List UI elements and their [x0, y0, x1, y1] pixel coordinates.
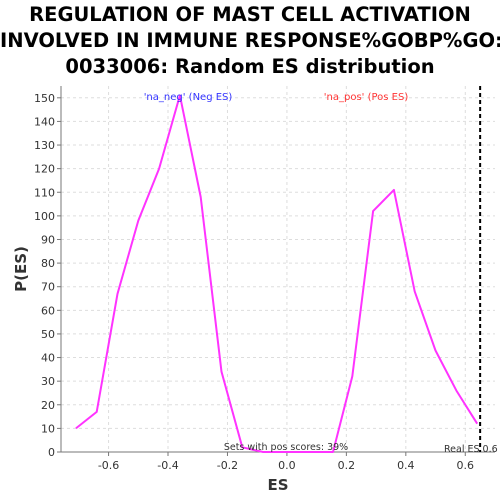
x-axis-label: ES [267, 476, 288, 494]
y-tick-label: 10 [41, 422, 55, 435]
x-tick-label: 0.4 [397, 459, 415, 472]
y-tick-label: 110 [34, 186, 55, 199]
chart-title-line-2: INVOLVED IN IMMUNE RESPONSE%GOBP%GO: [0, 29, 500, 52]
y-tick-label: 90 [41, 233, 55, 246]
chart-title-line-1: REGULATION OF MAST CELL ACTIVATION [29, 3, 471, 26]
y-tick-label: 140 [34, 115, 55, 128]
y-tick-label: 130 [34, 139, 55, 152]
series-lines [75, 94, 479, 453]
y-tick-label: 150 [34, 92, 55, 105]
x-axis-ticks: -0.6 -0.4 -0.2 0.0 0.2 0.4 0.6 [98, 452, 474, 472]
x-tick-label: -0.2 [217, 459, 238, 472]
x-tick-label: -0.4 [157, 459, 178, 472]
y-tick-label: 60 [41, 304, 55, 317]
x-tick-label: 0.2 [338, 459, 356, 472]
legend-neg-es: 'na_neg' (Neg ES) [144, 92, 233, 103]
pos-scores-annotation: Sets with pos scores: 39% [224, 442, 348, 453]
chart-title-line-3: 0033006: Random ES distribution [65, 55, 435, 78]
y-tick-label: 50 [41, 328, 55, 341]
chart-title: REGULATION OF MAST CELL ACTIVATION INVOL… [0, 2, 500, 80]
y-tick-label: 100 [34, 210, 55, 223]
plot-area [61, 86, 495, 452]
legend-pos-es: 'na_pos' (Pos ES) [324, 92, 409, 103]
gridlines [61, 86, 495, 453]
x-tick-label: -0.6 [98, 459, 119, 472]
y-tick-label: 40 [41, 352, 55, 365]
y-tick-label: 80 [41, 257, 55, 270]
y-tick-label: 70 [41, 281, 55, 294]
y-axis-label: P(ES) [12, 246, 30, 292]
y-tick-label: 120 [34, 163, 55, 176]
x-tick-label: 0.0 [278, 459, 296, 472]
series-line [75, 94, 479, 453]
real-es-label: Real ES 0.6 [444, 444, 498, 455]
y-tick-label: 30 [41, 375, 55, 388]
y-axis-ticks: 0 10 20 30 40 50 60 70 80 90 100 110 120 130 140 150 [34, 92, 61, 459]
y-tick-label: 0 [48, 446, 55, 459]
y-tick-label: 20 [41, 399, 55, 412]
x-tick-label: 0.6 [457, 459, 475, 472]
